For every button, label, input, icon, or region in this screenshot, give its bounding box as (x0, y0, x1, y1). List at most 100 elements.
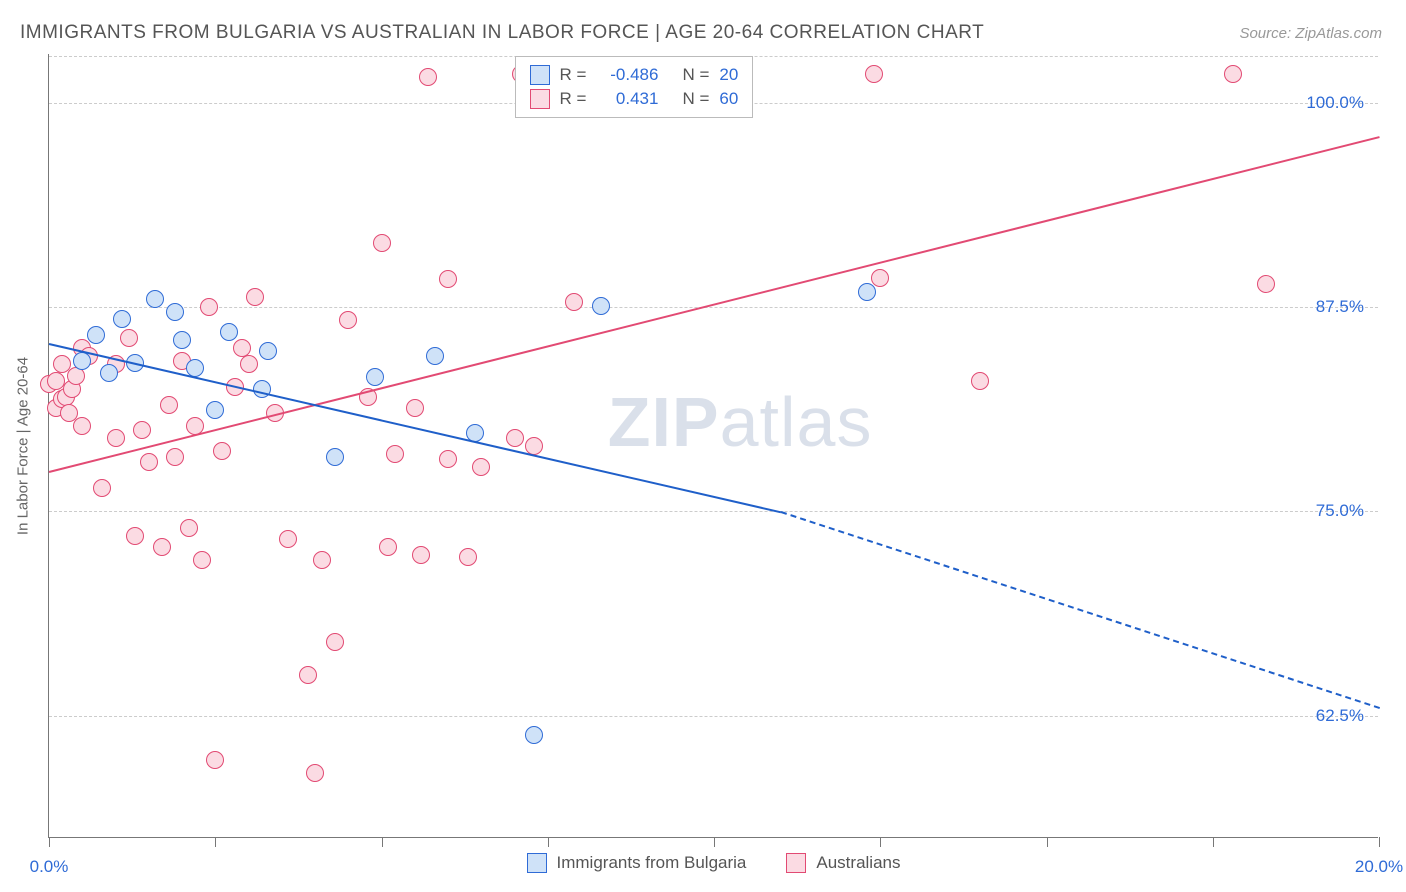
legend-r-label: R = (560, 89, 587, 109)
scatter-point (506, 429, 524, 447)
legend-label: Australians (816, 853, 900, 873)
trend-line (780, 511, 1379, 709)
scatter-point (565, 293, 583, 311)
legend-row: R = 0.431 N = 60 (530, 87, 739, 111)
legend-swatch-icon (530, 65, 550, 85)
gridline-h (49, 716, 1378, 717)
legend-n-label: N = (682, 89, 709, 109)
title-bar: IMMIGRANTS FROM BULGARIA VS AUSTRALIAN I… (20, 18, 1382, 48)
scatter-point (339, 311, 357, 329)
scatter-point (93, 479, 111, 497)
scatter-point (133, 421, 151, 439)
x-tick (714, 837, 715, 847)
watermark: ZIPatlas (608, 382, 873, 462)
scatter-point (166, 448, 184, 466)
scatter-point (73, 352, 91, 370)
scatter-point (858, 283, 876, 301)
scatter-point (153, 538, 171, 556)
scatter-point (439, 450, 457, 468)
scatter-point (326, 448, 344, 466)
legend-r-value: 0.431 (596, 89, 658, 109)
legend-bottom: Immigrants from Bulgaria Australians (49, 853, 1378, 873)
scatter-point (971, 372, 989, 390)
legend-n-label: N = (682, 65, 709, 85)
scatter-point (313, 551, 331, 569)
y-tick-label: 87.5% (1316, 297, 1364, 317)
legend-r-value: -0.486 (596, 65, 658, 85)
scatter-point (166, 303, 184, 321)
x-tick (880, 837, 881, 847)
scatter-point (113, 310, 131, 328)
scatter-point (386, 445, 404, 463)
x-tick-label: 20.0% (1355, 857, 1403, 877)
legend-n-value: 20 (719, 65, 738, 85)
scatter-point (871, 269, 889, 287)
chart-source: Source: ZipAtlas.com (1239, 25, 1382, 42)
scatter-point (220, 323, 238, 341)
scatter-point (306, 764, 324, 782)
scatter-point (259, 342, 277, 360)
scatter-point (472, 458, 490, 476)
scatter-point (73, 417, 91, 435)
scatter-point (406, 399, 424, 417)
scatter-point (592, 297, 610, 315)
scatter-point (180, 519, 198, 537)
scatter-point (200, 298, 218, 316)
legend-n-value: 60 (719, 89, 738, 109)
legend-item-bulgaria: Immigrants from Bulgaria (527, 853, 747, 873)
scatter-point (193, 551, 211, 569)
legend-row: R = -0.486 N = 20 (530, 63, 739, 87)
gridline-h (49, 511, 1378, 512)
scatter-point (865, 65, 883, 83)
scatter-point (419, 68, 437, 86)
scatter-point (1257, 275, 1275, 293)
x-tick (49, 837, 50, 847)
scatter-point (1224, 65, 1242, 83)
scatter-point (246, 288, 264, 306)
trend-line (49, 343, 781, 513)
legend-swatch-icon (527, 853, 547, 873)
scatter-point (213, 442, 231, 460)
y-tick-label: 100.0% (1306, 93, 1364, 113)
scatter-point (373, 234, 391, 252)
x-tick (215, 837, 216, 847)
y-axis-title: In Labor Force | Age 20-64 (15, 356, 32, 534)
gridline-h (49, 307, 1378, 308)
legend-r-label: R = (560, 65, 587, 85)
scatter-point (107, 429, 125, 447)
scatter-point (126, 527, 144, 545)
scatter-point (140, 453, 158, 471)
y-tick-label: 75.0% (1316, 501, 1364, 521)
scatter-point (120, 329, 138, 347)
scatter-point (47, 372, 65, 390)
scatter-point (525, 726, 543, 744)
x-tick (1047, 837, 1048, 847)
scatter-point (186, 359, 204, 377)
scatter-point (160, 396, 178, 414)
scatter-point (206, 751, 224, 769)
scatter-plot: In Labor Force | Age 20-64 ZIPatlas Immi… (48, 54, 1378, 838)
scatter-point (412, 546, 430, 564)
x-tick-label: 0.0% (30, 857, 69, 877)
scatter-point (279, 530, 297, 548)
scatter-point (459, 548, 477, 566)
x-tick (548, 837, 549, 847)
scatter-point (146, 290, 164, 308)
scatter-point (439, 270, 457, 288)
legend-correlation: R = -0.486 N = 20 R = 0.431 N = 60 (515, 56, 754, 118)
legend-item-australians: Australians (786, 853, 900, 873)
scatter-point (87, 326, 105, 344)
scatter-point (326, 633, 344, 651)
x-tick (1213, 837, 1214, 847)
scatter-point (379, 538, 397, 556)
scatter-point (426, 347, 444, 365)
y-tick-label: 62.5% (1316, 706, 1364, 726)
scatter-point (240, 355, 258, 373)
x-tick (382, 837, 383, 847)
legend-swatch-icon (530, 89, 550, 109)
scatter-point (206, 401, 224, 419)
chart-title: IMMIGRANTS FROM BULGARIA VS AUSTRALIAN I… (20, 22, 984, 44)
legend-swatch-icon (786, 853, 806, 873)
scatter-point (299, 666, 317, 684)
x-tick (1379, 837, 1380, 847)
